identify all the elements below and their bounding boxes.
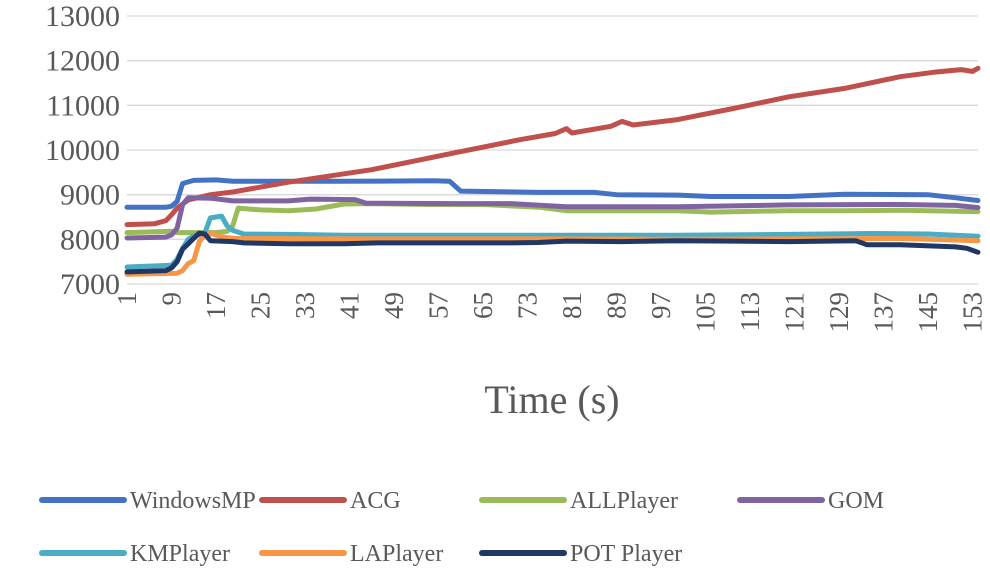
x-tick-label: 105 bbox=[690, 292, 720, 333]
x-tick-label: 145 bbox=[913, 292, 943, 333]
legend-item: POT Player bbox=[479, 541, 682, 567]
y-tick-label: 7000 bbox=[60, 268, 120, 301]
y-tick-label: 8000 bbox=[60, 223, 120, 256]
y-tick-label: 13000 bbox=[45, 0, 120, 33]
legend-label: ACG bbox=[350, 488, 401, 514]
legend-label: GOM bbox=[828, 488, 884, 514]
x-tick-label: 137 bbox=[868, 292, 898, 333]
series-line-gom bbox=[124, 195, 981, 241]
x-tick-label: 89 bbox=[601, 292, 631, 319]
x-tick-label: 25 bbox=[245, 292, 275, 319]
y-axis-tick-labels: 7000 8000 9000 10000 11000 12000 13000 bbox=[45, 0, 120, 301]
legend-label: ALLPlayer bbox=[570, 488, 678, 514]
legend: WindowsMP ACG ALLPlayer GOM KMPlayer LAPlayer… bbox=[39, 488, 884, 567]
x-axis-tick-labels: 1 9 17 25 33 41 49 57 65 73 81 89 97 105 113 121 129 137 1… bbox=[112, 292, 987, 333]
y-tick-label: 12000 bbox=[45, 45, 120, 78]
y-tick-label: 10000 bbox=[45, 134, 120, 167]
legend-item: GOM bbox=[737, 488, 884, 514]
x-tick-label: 153 bbox=[957, 292, 987, 333]
x-tick-label: 33 bbox=[290, 292, 320, 319]
x-tick-label: 65 bbox=[468, 292, 498, 319]
x-tick-label: 113 bbox=[735, 292, 765, 332]
legend-item: WindowsMP bbox=[39, 488, 256, 514]
series-lines bbox=[124, 65, 981, 277]
y-tick-label: 11000 bbox=[46, 89, 120, 122]
x-tick-label: 81 bbox=[557, 292, 587, 319]
legend-item: ALLPlayer bbox=[479, 488, 678, 514]
x-tick-label: 17 bbox=[201, 292, 231, 319]
legend-item: ACG bbox=[259, 488, 401, 514]
legend-item: LAPlayer bbox=[259, 541, 443, 567]
x-tick-label: 73 bbox=[512, 292, 542, 319]
x-tick-label: 9 bbox=[156, 292, 186, 306]
x-tick-label: 97 bbox=[646, 292, 676, 319]
x-tick-label: 129 bbox=[824, 292, 854, 333]
legend-label: POT Player bbox=[570, 541, 682, 567]
x-tick-label: 49 bbox=[379, 292, 409, 319]
legend-item: KMPlayer bbox=[39, 541, 230, 567]
series-line-pot-player bbox=[124, 230, 981, 275]
y-tick-label: 9000 bbox=[60, 179, 120, 212]
x-tick-label: 1 bbox=[112, 292, 142, 306]
legend-label: KMPlayer bbox=[130, 541, 230, 567]
x-tick-label: 41 bbox=[334, 292, 364, 319]
legend-label: LAPlayer bbox=[350, 541, 443, 567]
legend-label: WindowsMP bbox=[130, 488, 256, 514]
x-tick-label: 121 bbox=[779, 292, 809, 333]
x-tick-label: 57 bbox=[423, 292, 453, 319]
x-axis-title: Time (s) bbox=[484, 377, 619, 422]
series-line-windowsmp bbox=[124, 177, 981, 210]
